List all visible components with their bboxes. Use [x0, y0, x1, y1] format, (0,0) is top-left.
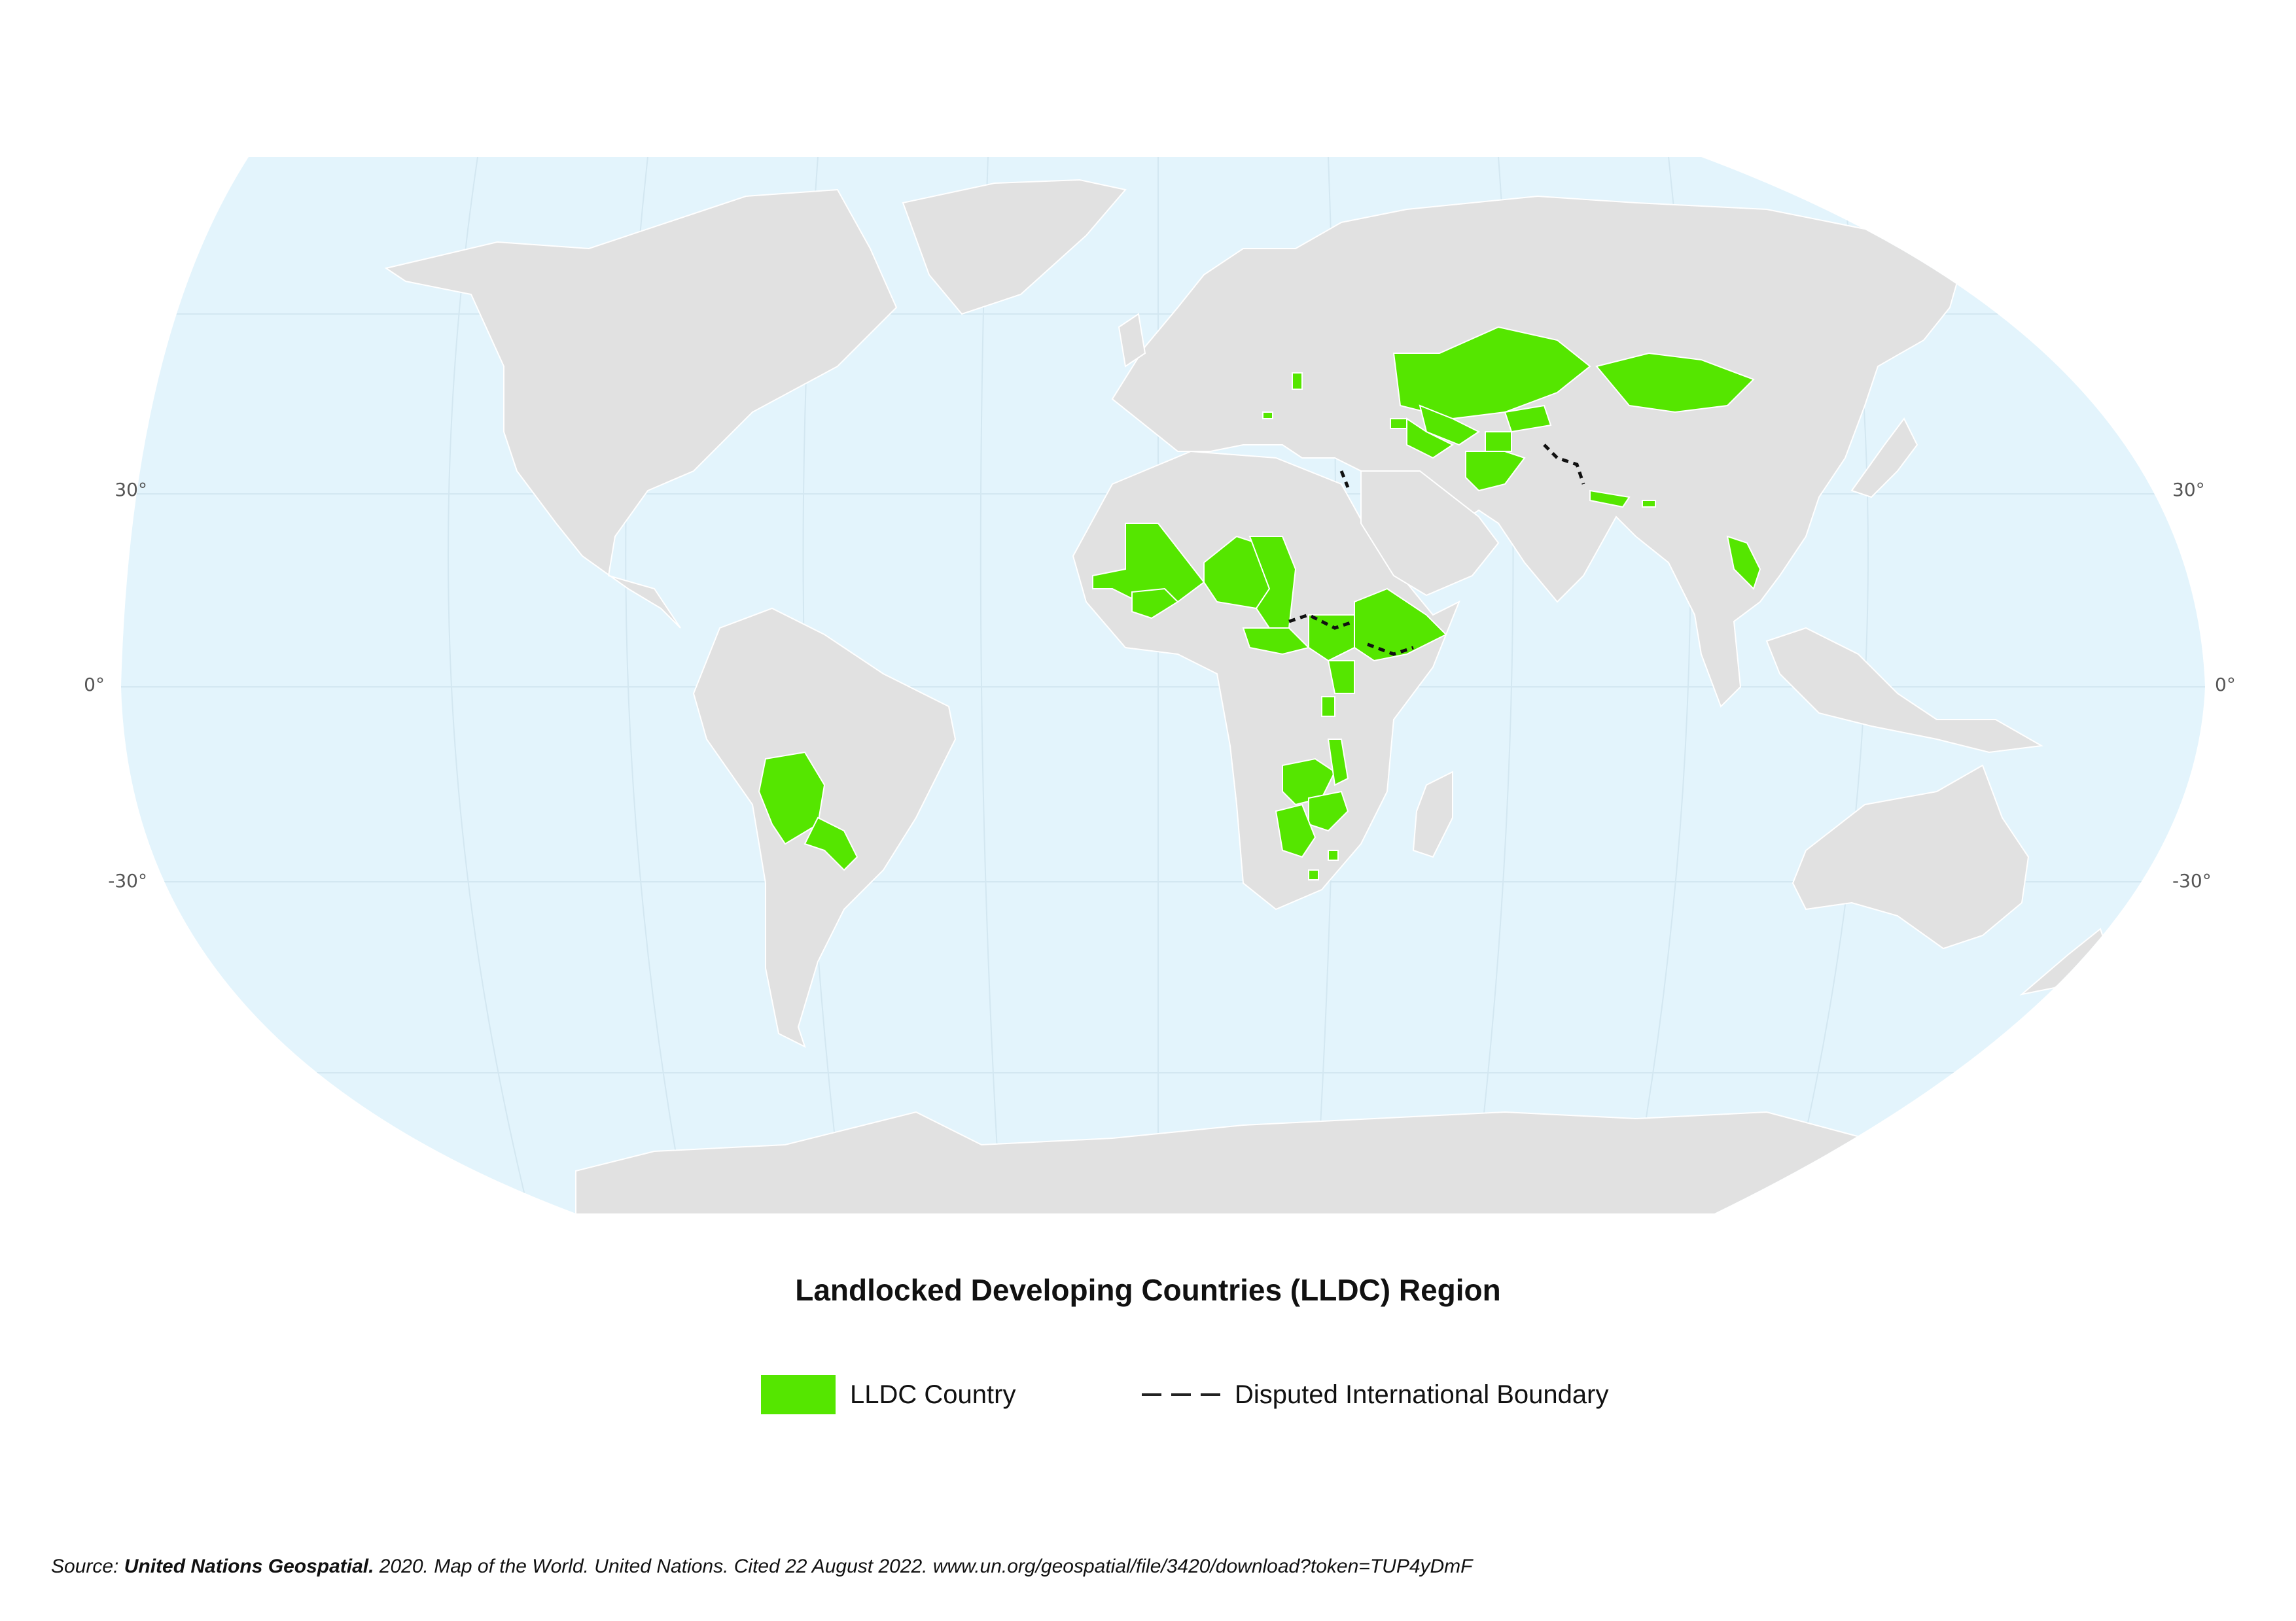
latitude-label-30n-right: 30°	[2172, 479, 2205, 500]
lldc-central-african-republic	[1242, 627, 1310, 655]
lldc-south-sudan	[1308, 614, 1355, 662]
landmass-indochina-islands	[1765, 627, 2044, 754]
map-title: Landlocked Developing Countries (LLDC) R…	[795, 1273, 1501, 1307]
lldc-nepal	[1589, 489, 1631, 508]
lldc-moldova	[1292, 372, 1303, 390]
legend-lldc: LLDC Country	[761, 1375, 1016, 1414]
disputed-boundaries	[1288, 444, 1585, 656]
latitude-label-30s-left: -30°	[108, 870, 147, 892]
lldc-bolivia	[758, 751, 826, 845]
lldc-armenia-azerbaijan	[1390, 418, 1407, 429]
source-org: United Nations Geospatial.	[124, 1556, 374, 1577]
landmass-japan	[1850, 417, 1918, 498]
landmass-australia	[1792, 764, 2030, 950]
lldc-turkmenistan	[1406, 417, 1454, 459]
latitude-label-equator-right: 0°	[2215, 674, 2236, 695]
source-details: 2020. Map of the World. United Nations. …	[374, 1556, 1473, 1577]
lldc-ethiopia	[1354, 587, 1447, 662]
legend-disputed-label: Disputed International Boundary	[1235, 1380, 1609, 1409]
lldc-botswana	[1275, 803, 1316, 858]
lldc-burkina-faso	[1131, 587, 1179, 619]
lldc-lesotho	[1308, 869, 1319, 880]
lldc-mali	[1092, 523, 1205, 602]
lldc-north-macedonia	[1262, 411, 1273, 419]
lldc-uganda	[1327, 660, 1355, 694]
lldc-bhutan	[1642, 500, 1656, 508]
lldc-afghanistan	[1465, 451, 1526, 492]
world-map	[121, 157, 2205, 1213]
source-citation: Source: United Nations Geospatial. 2020.…	[51, 1556, 1473, 1578]
landmass-greenland	[902, 179, 1127, 315]
landmass-madagascar	[1412, 771, 1453, 858]
lldc-laos	[1726, 535, 1761, 590]
lldc-kyrgyzstan	[1504, 404, 1552, 433]
latitude-label-30n-left: 30°	[115, 479, 147, 500]
legend-lldc-label: LLDC Country	[850, 1380, 1016, 1409]
latitude-label-equator-left: 0°	[84, 674, 105, 695]
landmass-north-america	[384, 188, 898, 629]
lldc-paraguay	[804, 816, 858, 871]
legend-lldc-swatch	[761, 1375, 836, 1414]
source-prefix: Source:	[51, 1556, 124, 1577]
legend-disputed: Disputed International Boundary	[1142, 1375, 1608, 1414]
lldc-malawi	[1327, 739, 1349, 786]
lldc-eswatini	[1328, 850, 1339, 861]
latitude-label-30s-right: -30°	[2172, 870, 2212, 892]
legend-disputed-dash	[1142, 1393, 1220, 1396]
lldc-rwanda-burundi	[1321, 696, 1335, 717]
lldc-countries	[758, 326, 1761, 880]
landmass-arabia	[1360, 470, 1500, 597]
landmass-uk	[1118, 313, 1146, 368]
lldc-uzbekistan	[1419, 404, 1480, 446]
lldc-mongolia	[1595, 352, 1755, 413]
lldc-tajikistan	[1485, 431, 1512, 452]
